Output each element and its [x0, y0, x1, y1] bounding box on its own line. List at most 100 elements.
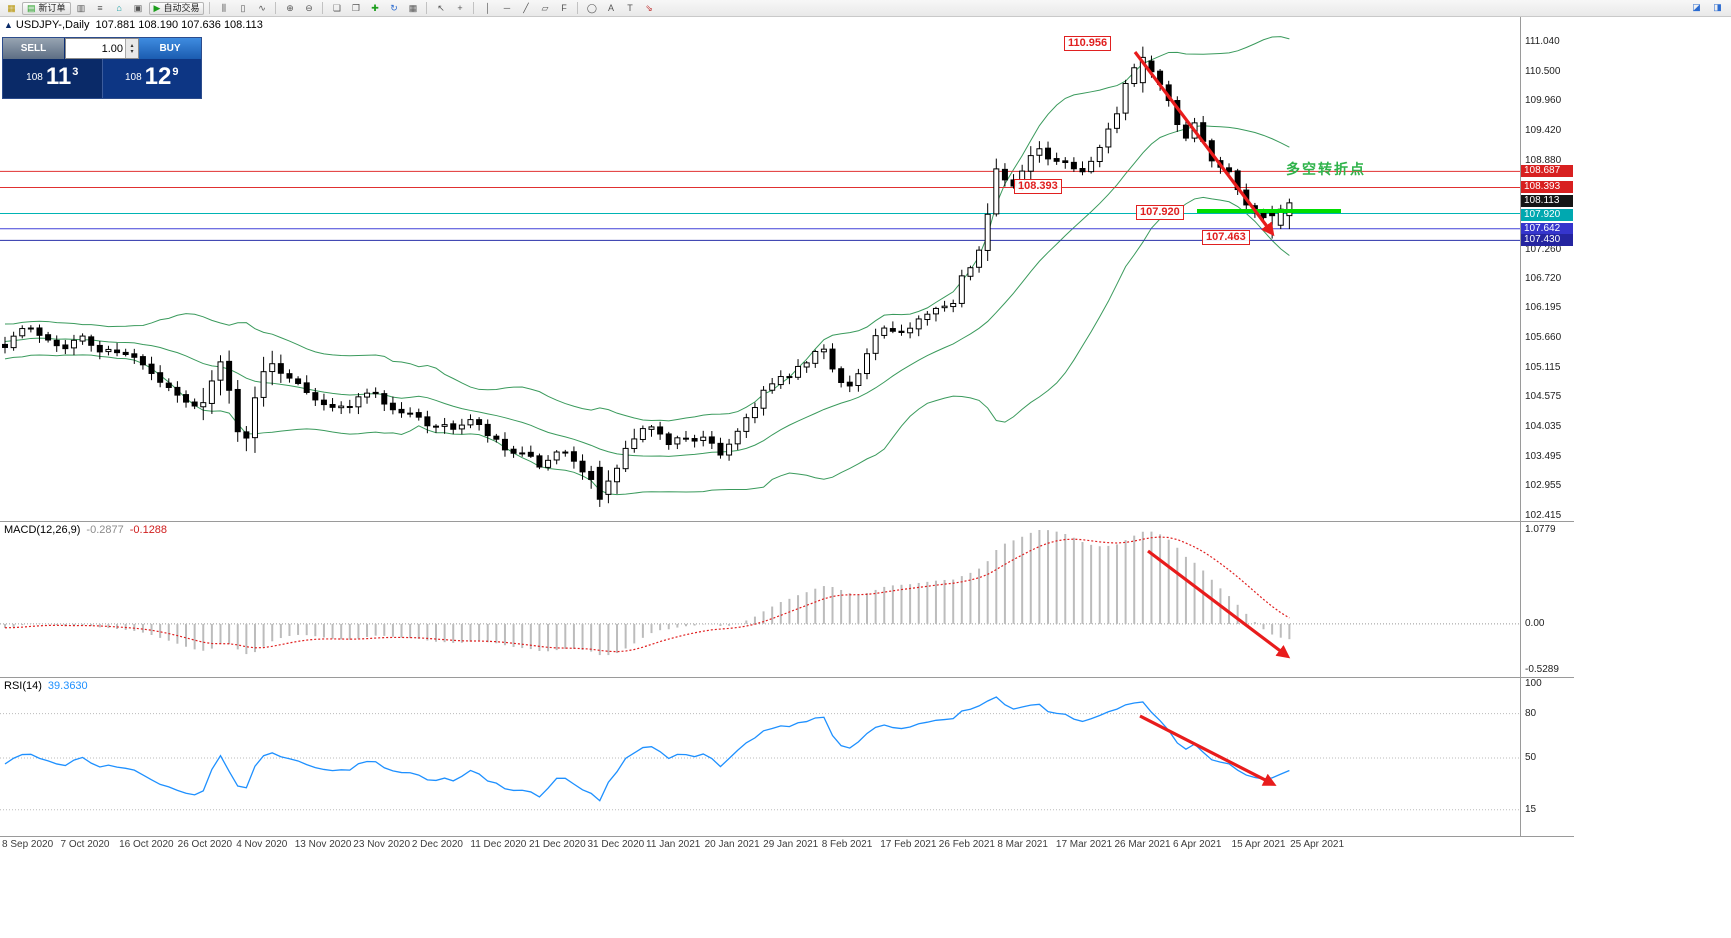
toolbar: ▦ ▤ 新订单 ▥ ≡ ⌂ ▣ ▶ 自动交易 ⫼ ▯ ∿ ⊕ ⊖ ❏ ❐ ✚ ↻	[0, 0, 1731, 17]
date-axis-label: 8 Feb 2021	[821, 839, 873, 850]
horizontal-line-icon[interactable]: ─	[503, 2, 511, 13]
chart-window-icon[interactable]: ▦	[7, 2, 16, 13]
date-axis-label: 26 Mar 2021	[1114, 839, 1171, 850]
macd-indicator-label: MACD(12,26,9) -0.2877 -0.1288	[4, 524, 167, 536]
buy-button[interactable]: BUY	[139, 38, 201, 59]
bar-chart-icon[interactable]: ⫼	[221, 2, 227, 13]
text-label-icon[interactable]: T	[627, 2, 633, 13]
toolbar-separator	[473, 2, 475, 14]
macd-histogram	[4, 530, 1291, 656]
terminal-icon[interactable]: ▣	[133, 2, 143, 13]
candlesticks	[2, 46, 1293, 507]
annotation-turning-point[interactable]: 多空转折点	[1286, 161, 1366, 177]
zoom-in-icon[interactable]: ⊕	[286, 2, 294, 13]
macd-signal-value: -0.1288	[129, 524, 168, 536]
navigator-icon[interactable]: ⌂	[116, 2, 122, 13]
sell-button[interactable]: SELL	[3, 38, 65, 59]
price-tag: 107.430	[1521, 234, 1573, 247]
macd-signal-line	[4, 536, 1290, 653]
macd-main-value: -0.2877	[86, 524, 124, 536]
fibonacci-icon[interactable]: F	[561, 2, 567, 13]
cascade-windows-icon[interactable]: ❐	[351, 2, 360, 13]
annotation-resistance-label[interactable]: 108.393	[1014, 179, 1062, 194]
spin-down-icon[interactable]: ▾	[130, 48, 134, 55]
collapse-trade-panel-icon[interactable]: ▲	[4, 20, 13, 30]
tile-windows-icon[interactable]: ❏	[332, 2, 341, 13]
trade-panel-controls: SELL 1.00 ▴ ▾ BUY	[3, 38, 201, 59]
channel-icon[interactable]: ▱	[541, 2, 549, 13]
date-axis-label: 26 Oct 2020	[177, 839, 233, 850]
price-axis-label: 109.420	[1525, 125, 1562, 137]
price-axis-label: 106.720	[1525, 273, 1562, 285]
macd-axis-label: 1.0779	[1525, 524, 1556, 535]
price-axis-label: 111.040	[1525, 36, 1560, 47]
annotation-support-label[interactable]: 107.920	[1136, 205, 1184, 220]
price-axis-label: 104.575	[1525, 391, 1562, 403]
vertical-line-icon[interactable]: │	[485, 2, 491, 13]
community-icon[interactable]: ◪	[1692, 2, 1701, 12]
candlestick-icon[interactable]: ▯	[240, 2, 246, 13]
price-axis-label: 106.195	[1525, 302, 1562, 314]
date-axis-label: 29 Jan 2021	[763, 839, 819, 850]
date-axis-label: 17 Mar 2021	[1055, 839, 1113, 850]
volume-input[interactable]: 1.00 ▴ ▾	[65, 38, 139, 59]
sell-price-pips: 11	[45, 63, 72, 90]
date-axis-label: 16 Oct 2020	[119, 839, 174, 850]
date-axis-label: 2 Dec 2020	[411, 839, 463, 850]
zoom-out-icon[interactable]: ⊖	[305, 2, 313, 13]
cursor-icon[interactable]: ↖	[437, 2, 445, 13]
new-order-button[interactable]: ▤ 新订单	[22, 1, 71, 15]
auto-arrange-icon[interactable]: ▦	[408, 2, 418, 13]
toolbar-separator	[322, 2, 324, 14]
volume-value: 1.00	[101, 42, 123, 55]
one-click-trade-panel: SELL 1.00 ▴ ▾ BUY 108 11 3 108 12 9	[2, 37, 202, 99]
buy-price[interactable]: 108 12 9	[102, 59, 201, 98]
sell-price[interactable]: 108 11 3	[3, 59, 103, 98]
line-chart-icon[interactable]: ∿	[258, 2, 266, 13]
level-lines	[0, 170, 1520, 241]
date-axis-label: 8 Mar 2021	[997, 839, 1048, 850]
spin-up-icon[interactable]: ▴	[130, 42, 134, 49]
date-axis-label: 6 Apr 2021	[1173, 839, 1222, 850]
price-axis-label: 104.035	[1525, 420, 1562, 432]
price-axis-label: 105.115	[1525, 361, 1561, 373]
data-window-icon[interactable]: ≡	[97, 2, 103, 13]
date-axis-label: 20 Jan 2021	[704, 839, 760, 850]
price-axis-label: 110.500	[1525, 65, 1561, 77]
date-axis-label: 7 Oct 2020	[60, 839, 110, 850]
price-axis-label: 102.955	[1525, 480, 1562, 492]
rsi-value: 39.3630	[47, 680, 88, 692]
annotation-high-label[interactable]: 110.956	[1064, 36, 1112, 51]
date-axis-label: 23 Nov 2020	[353, 839, 411, 850]
auto-trading-button[interactable]: ▶ 自动交易	[148, 1, 205, 15]
crosshair-icon[interactable]: +	[457, 2, 463, 13]
volume-spinner[interactable]: ▴ ▾	[125, 39, 138, 58]
macd-name: MACD(12,26,9)	[4, 524, 81, 536]
date-axis-label: 11 Jan 2021	[646, 839, 701, 850]
play-icon: ▶	[153, 2, 161, 13]
trend-arrows	[1133, 51, 1291, 786]
market-watch-icon[interactable]: ▥	[76, 2, 86, 13]
rsi-axis-label: 50	[1525, 752, 1537, 763]
help-icon[interactable]: ◨	[1713, 2, 1722, 12]
rsi-line	[4, 696, 1290, 802]
date-axis-label: 15 Apr 2021	[1231, 839, 1286, 850]
text-icon[interactable]: A	[607, 2, 614, 13]
cycle-periods-icon[interactable]: ↻	[390, 2, 398, 13]
ellipse-icon[interactable]: ◯	[586, 2, 597, 13]
toolbar-left-group: ▦ ▤ 新订单 ▥ ≡ ⌂ ▣ ▶ 自动交易 ⫼ ▯ ∿ ⊕ ⊖ ❏ ❐ ✚ ↻	[0, 1, 657, 15]
date-axis-label: 26 Feb 2021	[938, 839, 995, 850]
price-tag: 107.920	[1521, 209, 1573, 222]
arrow-objects-icon[interactable]: ⇘	[645, 2, 653, 13]
price-axis-label: 107.260	[1525, 243, 1562, 255]
sell-price-big-figure: 108	[26, 72, 43, 83]
rsi-axis-label: 100	[1525, 678, 1542, 689]
rsi-name: RSI(14)	[4, 680, 42, 692]
annotation-low-label[interactable]: 107.463	[1202, 230, 1250, 245]
toolbar-right-group: ◪ ◨	[1688, 1, 1726, 14]
date-axis-label: 21 Dec 2020	[528, 839, 586, 850]
date-axis-label: 31 Dec 2020	[587, 839, 645, 850]
new-chart-icon[interactable]: ✚	[371, 2, 379, 13]
trendline-icon[interactable]: ╱	[523, 2, 529, 13]
